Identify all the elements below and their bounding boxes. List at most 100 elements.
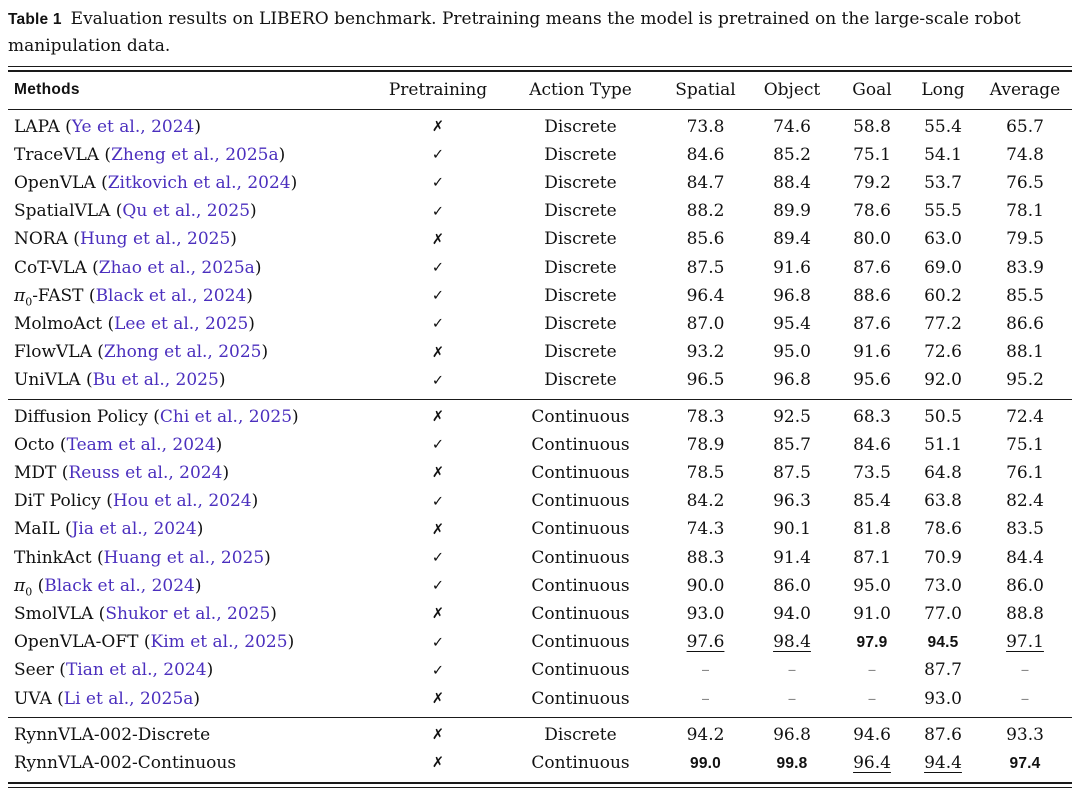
method-name: TraceVLA bbox=[14, 144, 100, 165]
score-object: 91.6 bbox=[748, 254, 836, 282]
score-value: 74.3 bbox=[686, 519, 725, 540]
score-value: 54.1 bbox=[924, 144, 962, 165]
score-goal: 78.6 bbox=[836, 198, 908, 226]
citation-link[interactable]: Tian et al., 2024 bbox=[65, 660, 207, 681]
score-value: 68.3 bbox=[853, 406, 891, 427]
score-value: 88.1 bbox=[1006, 342, 1044, 363]
column-header-methods: Methods bbox=[14, 81, 80, 98]
table-caption: Table 1 Evaluation results on LIBERO benc… bbox=[8, 6, 1072, 59]
score-object: 95.0 bbox=[748, 339, 836, 367]
citation-link[interactable]: Ye et al., 2024 bbox=[71, 116, 195, 137]
action-type-cell: Continuous bbox=[531, 547, 630, 568]
citation-link[interactable]: Bu et al., 2025 bbox=[92, 370, 219, 391]
score-object: 86.0 bbox=[748, 572, 836, 600]
table-row: π0 (Black et al., 2024) ✓ Continuous 90.0 86… bbox=[8, 572, 1072, 600]
score-goal: – bbox=[836, 685, 908, 718]
score-value: 96.8 bbox=[773, 285, 811, 306]
method-cell: UniVLA (Bu et al., 2025) bbox=[14, 370, 226, 391]
citation-link[interactable]: Zheng et al., 2025a bbox=[111, 144, 279, 165]
score-spatial: 90.0 bbox=[663, 572, 748, 600]
citation-link[interactable]: Zhong et al., 2025 bbox=[103, 342, 262, 363]
score-long: 94.4 bbox=[908, 749, 978, 781]
method-name: Diffusion Policy bbox=[14, 406, 148, 427]
citation-link[interactable]: Shukor et al., 2025 bbox=[105, 603, 271, 624]
score-object: 96.8 bbox=[748, 282, 836, 310]
score-average: 88.8 bbox=[978, 600, 1072, 628]
citation-link[interactable]: Hung et al., 2025 bbox=[79, 229, 231, 250]
score-goal: 58.8 bbox=[836, 110, 908, 142]
action-type-cell: Continuous bbox=[531, 660, 630, 681]
check-icon: ✓ bbox=[431, 203, 445, 220]
score-value: 89.4 bbox=[773, 229, 811, 250]
score-value: 88.6 bbox=[853, 285, 891, 306]
table-row: NORA (Hung et al., 2025) ✗ Discrete 85.6 89.… bbox=[8, 226, 1072, 254]
table-row: FlowVLA (Zhong et al., 2025) ✗ Discrete 93.… bbox=[8, 339, 1072, 367]
pretraining-cell: ✗ bbox=[378, 600, 498, 628]
score-average: 76.5 bbox=[978, 169, 1072, 197]
score-spatial: – bbox=[663, 685, 748, 718]
method-cell: UVA (Li et al., 2025a) bbox=[14, 688, 201, 709]
action-type-cell: Discrete bbox=[544, 172, 617, 193]
score-value: 74.6 bbox=[773, 116, 811, 137]
method-name: CoT-VLA bbox=[14, 257, 87, 278]
table-row: SpatialVLA (Qu et al., 2025) ✓ Discrete 88.… bbox=[8, 198, 1072, 226]
table-group-1: LAPA (Ye et al., 2024) ✗ Discrete 73.8 74.6 5… bbox=[8, 110, 1072, 400]
pretraining-cell: ✓ bbox=[378, 198, 498, 226]
column-header-pretraining: Pretraining bbox=[388, 80, 488, 100]
pretraining-cell: ✓ bbox=[378, 282, 498, 310]
citation-link[interactable]: Kim et al., 2025 bbox=[150, 632, 288, 653]
score-long: 63.0 bbox=[908, 226, 978, 254]
score-value: 64.8 bbox=[924, 462, 962, 483]
score-value: 97.4 bbox=[1009, 754, 1041, 772]
table-row: UniVLA (Bu et al., 2025) ✓ Discrete 96.5 96.… bbox=[8, 367, 1072, 400]
action-type-cell: Discrete bbox=[544, 257, 617, 278]
check-icon: ✓ bbox=[431, 550, 445, 567]
table-header: Methods Pretraining Action Type Spatial Obje… bbox=[8, 72, 1072, 110]
score-value: – bbox=[1020, 660, 1030, 681]
citation-link[interactable]: Lee et al., 2025 bbox=[114, 313, 249, 334]
table-row: OpenVLA (Zitkovich et al., 2024) ✓ Discret… bbox=[8, 169, 1072, 197]
citation-link[interactable]: Qu et al., 2025 bbox=[122, 201, 251, 222]
score-spatial: 78.3 bbox=[663, 400, 748, 432]
table-row: MaIL (Jia et al., 2024) ✗ Continuous 74.3 90… bbox=[8, 516, 1072, 544]
citation-link[interactable]: Chi et al., 2025 bbox=[159, 406, 293, 427]
score-value: 94.5 bbox=[927, 634, 959, 652]
cross-icon: ✗ bbox=[431, 521, 445, 538]
method-cell: ThinkAct (Huang et al., 2025) bbox=[14, 547, 271, 568]
citation-link[interactable]: Jia et al., 2024 bbox=[71, 519, 197, 540]
citation-link[interactable]: Hou et al., 2024 bbox=[112, 491, 252, 512]
score-spatial: 99.0 bbox=[663, 749, 748, 781]
citation-link[interactable]: Li et al., 2025a bbox=[63, 688, 194, 709]
method-cell: MDT (Reuss et al., 2024) bbox=[14, 462, 230, 483]
score-goal: 91.6 bbox=[836, 339, 908, 367]
score-value: 74.8 bbox=[1006, 144, 1044, 165]
score-value: 78.9 bbox=[686, 434, 725, 455]
score-value: 93.3 bbox=[1006, 724, 1044, 745]
score-value: – bbox=[701, 660, 710, 681]
score-object: 96.3 bbox=[748, 488, 836, 516]
table-row: SmolVLA (Shukor et al., 2025) ✗ Continuous… bbox=[8, 600, 1072, 628]
score-spatial: 73.8 bbox=[663, 110, 748, 142]
citation-link[interactable]: Zhao et al., 2025a bbox=[98, 257, 255, 278]
citation-link[interactable]: Black et al., 2024 bbox=[95, 285, 247, 306]
citation-link[interactable]: Team et al., 2024 bbox=[66, 434, 216, 455]
score-spatial: 97.6 bbox=[663, 629, 748, 657]
score-value: 85.6 bbox=[686, 229, 725, 250]
score-value: 95.2 bbox=[1006, 370, 1044, 391]
table-row: CoT-VLA (Zhao et al., 2025a) ✓ Discrete 87.… bbox=[8, 254, 1072, 282]
pretraining-cell: ✓ bbox=[378, 141, 498, 169]
method-name: SmolVLA bbox=[14, 603, 94, 624]
score-spatial: 78.9 bbox=[663, 431, 748, 459]
table-row: ThinkAct (Huang et al., 2025) ✓ Continuous… bbox=[8, 544, 1072, 572]
score-value: 96.8 bbox=[773, 370, 811, 391]
citation-link[interactable]: Huang et al., 2025 bbox=[103, 547, 265, 568]
score-value: 77.2 bbox=[924, 313, 962, 334]
citation-link[interactable]: Black et al., 2024 bbox=[44, 575, 195, 596]
score-goal: 79.2 bbox=[836, 169, 908, 197]
citation-link[interactable]: Reuss et al., 2024 bbox=[68, 462, 223, 483]
citation-link[interactable]: Zitkovich et al., 2024 bbox=[107, 172, 291, 193]
score-value: 96.4 bbox=[853, 752, 891, 773]
score-long: 60.2 bbox=[908, 282, 978, 310]
table-row: DiT Policy (Hou et al., 2024) ✓ Continuous… bbox=[8, 488, 1072, 516]
